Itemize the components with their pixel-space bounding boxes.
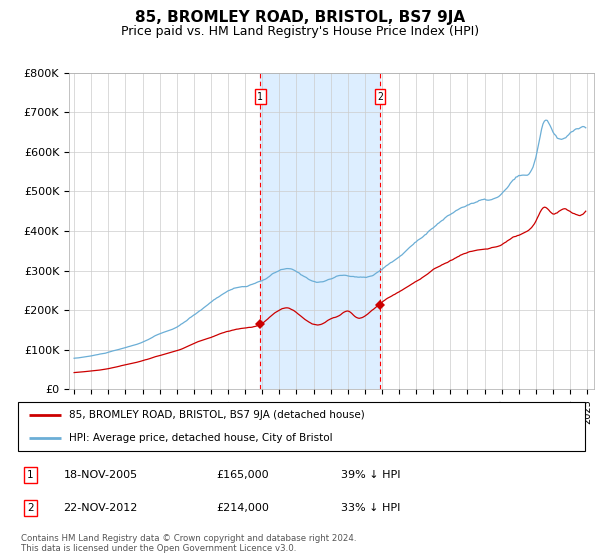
Text: 33% ↓ HPI: 33% ↓ HPI <box>341 503 401 513</box>
Text: 2: 2 <box>27 503 34 513</box>
Text: Contains HM Land Registry data © Crown copyright and database right 2024.
This d: Contains HM Land Registry data © Crown c… <box>21 534 356 553</box>
Text: 1: 1 <box>257 91 263 101</box>
Text: 2: 2 <box>377 91 383 101</box>
Text: £214,000: £214,000 <box>217 503 269 513</box>
Text: £165,000: £165,000 <box>217 470 269 480</box>
Text: 22-NOV-2012: 22-NOV-2012 <box>64 503 138 513</box>
Text: Price paid vs. HM Land Registry's House Price Index (HPI): Price paid vs. HM Land Registry's House … <box>121 25 479 38</box>
Text: 85, BROMLEY ROAD, BRISTOL, BS7 9JA: 85, BROMLEY ROAD, BRISTOL, BS7 9JA <box>135 10 465 25</box>
Bar <box>260 73 380 389</box>
Text: 1: 1 <box>27 470 34 480</box>
Text: 39% ↓ HPI: 39% ↓ HPI <box>341 470 401 480</box>
Text: HPI: Average price, detached house, City of Bristol: HPI: Average price, detached house, City… <box>69 433 332 444</box>
Text: 85, BROMLEY ROAD, BRISTOL, BS7 9JA (detached house): 85, BROMLEY ROAD, BRISTOL, BS7 9JA (deta… <box>69 410 365 420</box>
Text: 18-NOV-2005: 18-NOV-2005 <box>64 470 137 480</box>
